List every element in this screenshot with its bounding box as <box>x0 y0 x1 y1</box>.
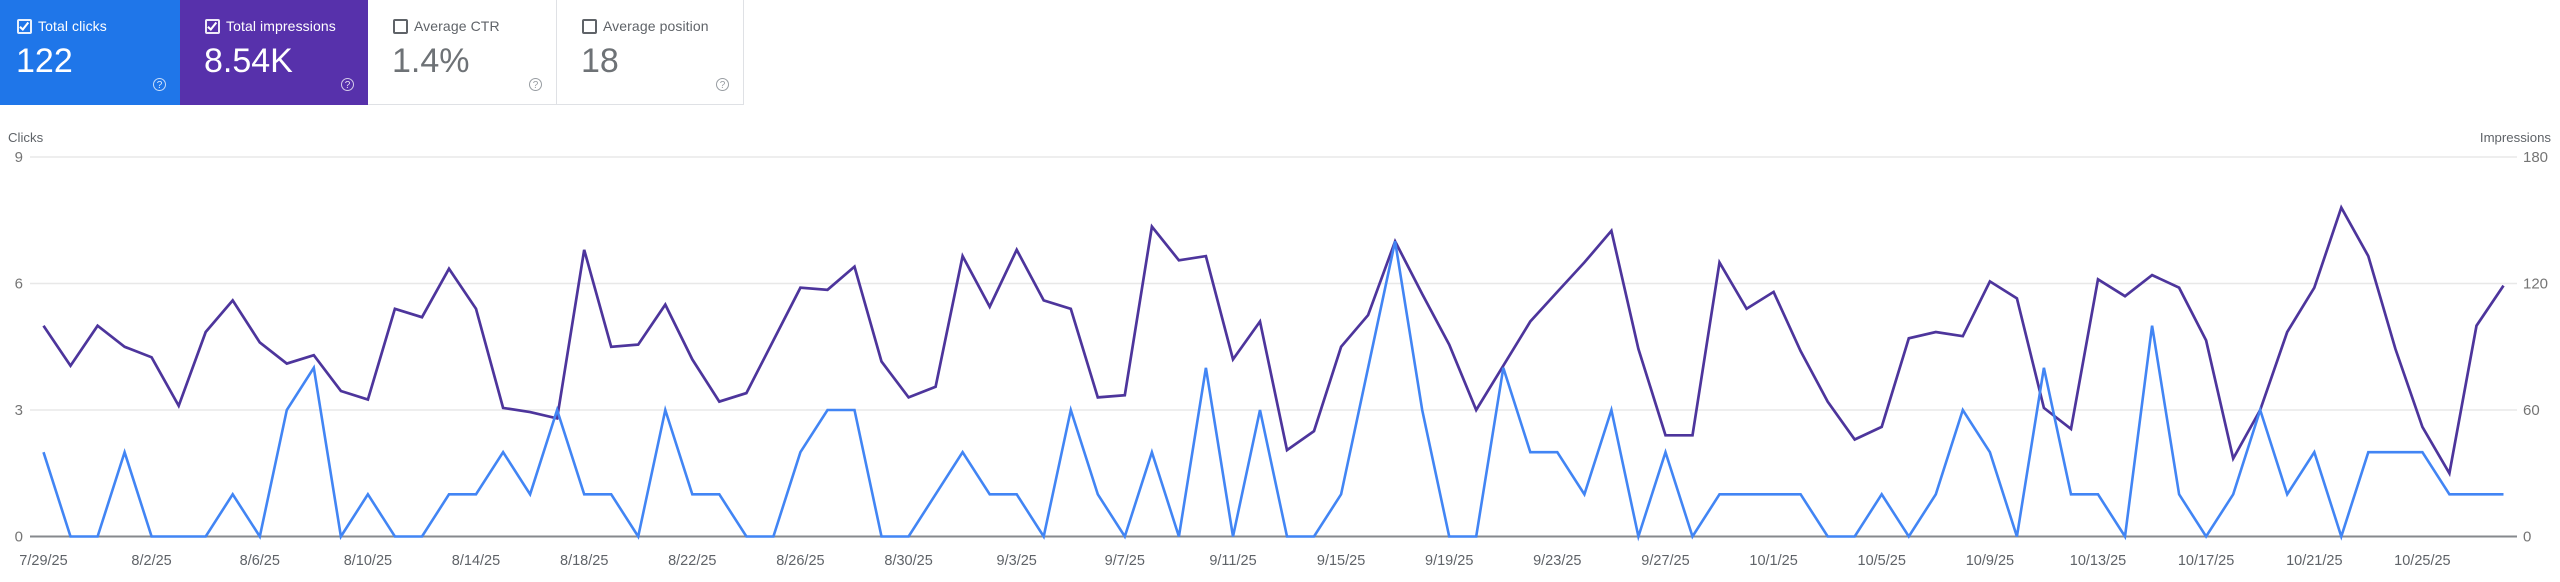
svg-text:9/23/25: 9/23/25 <box>1533 553 1581 569</box>
svg-text:8/30/25: 8/30/25 <box>884 553 932 569</box>
svg-text:8/14/25: 8/14/25 <box>452 553 500 569</box>
svg-text:6: 6 <box>15 276 23 293</box>
svg-text:0: 0 <box>2523 529 2531 546</box>
svg-text:10/25/25: 10/25/25 <box>2394 553 2450 569</box>
svg-text:9/3/25: 9/3/25 <box>997 553 1037 569</box>
svg-text:10/21/25: 10/21/25 <box>2286 553 2342 569</box>
svg-text:9/15/25: 9/15/25 <box>1317 553 1365 569</box>
svg-text:10/13/25: 10/13/25 <box>2070 553 2126 569</box>
svg-text:8/26/25: 8/26/25 <box>776 553 824 569</box>
svg-text:9/27/25: 9/27/25 <box>1641 553 1689 569</box>
svg-text:9: 9 <box>15 149 23 166</box>
svg-text:10/9/25: 10/9/25 <box>1966 553 2014 569</box>
svg-text:8/2/25: 8/2/25 <box>131 553 171 569</box>
svg-text:Impressions: Impressions <box>2480 130 2551 145</box>
svg-text:10/17/25: 10/17/25 <box>2178 553 2234 569</box>
svg-text:180: 180 <box>2523 149 2548 166</box>
svg-text:8/10/25: 8/10/25 <box>344 553 392 569</box>
svg-text:10/5/25: 10/5/25 <box>1858 553 1906 569</box>
svg-text:8/22/25: 8/22/25 <box>668 553 716 569</box>
svg-text:9/7/25: 9/7/25 <box>1105 553 1145 569</box>
svg-text:7/29/25: 7/29/25 <box>19 553 67 569</box>
svg-text:10/1/25: 10/1/25 <box>1749 553 1797 569</box>
svg-text:Clicks: Clicks <box>8 130 44 145</box>
svg-text:8/6/25: 8/6/25 <box>240 553 280 569</box>
svg-text:0: 0 <box>15 529 23 546</box>
svg-text:120: 120 <box>2523 276 2548 293</box>
svg-text:9/19/25: 9/19/25 <box>1425 553 1473 569</box>
svg-text:9/11/25: 9/11/25 <box>1209 553 1256 569</box>
svg-text:8/18/25: 8/18/25 <box>560 553 608 569</box>
svg-text:3: 3 <box>15 402 23 419</box>
svg-text:60: 60 <box>2523 402 2540 419</box>
